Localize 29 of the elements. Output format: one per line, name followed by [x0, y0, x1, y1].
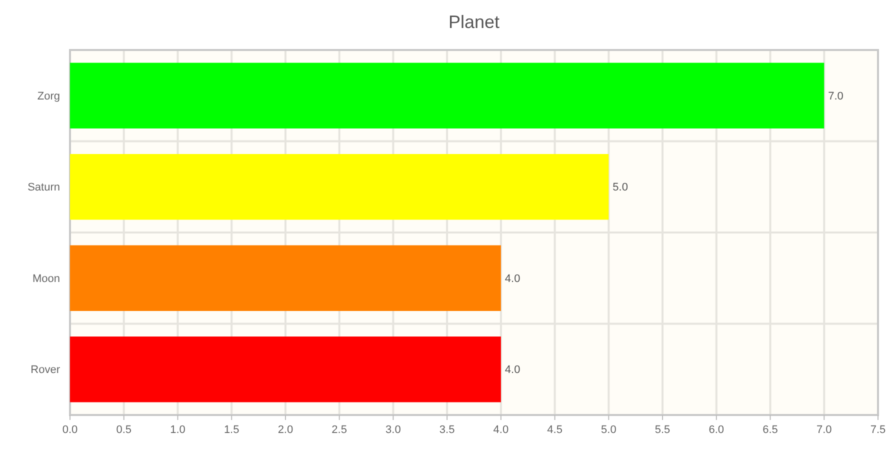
x-tick-label: 3.0 — [386, 424, 401, 436]
bar — [70, 154, 609, 220]
x-tick-label: 7.0 — [816, 424, 832, 436]
chart-title: Planet — [448, 12, 500, 32]
x-tick-label: 6.5 — [762, 424, 778, 436]
data-label: 4.0 — [504, 272, 520, 285]
x-tick-label: 5.5 — [654, 424, 670, 436]
y-tick-label: Moon — [32, 272, 60, 285]
x-tick-label: 4.0 — [493, 424, 509, 436]
x-tick-label: 7.5 — [870, 424, 886, 436]
y-tick-label: Rover — [30, 364, 60, 376]
data-label: 4.0 — [504, 364, 520, 376]
data-label: 7.0 — [828, 90, 844, 102]
bar — [70, 336, 501, 402]
x-tick-label: 4.5 — [547, 424, 562, 436]
y-tick-label: Zorg — [37, 90, 60, 102]
bar — [70, 62, 824, 128]
x-tick-label: 0.0 — [62, 424, 78, 436]
x-tick-label: 6.0 — [708, 424, 724, 436]
data-label: 5.0 — [612, 182, 628, 194]
x-tick-label: 5.0 — [601, 424, 616, 436]
x-tick-label: 2.5 — [332, 424, 347, 436]
x-tick-label: 0.5 — [116, 424, 132, 436]
x-tick-label: 1.5 — [224, 424, 240, 436]
x-tick-label: 1.0 — [170, 424, 186, 436]
x-tick-label: 2.0 — [278, 424, 294, 436]
bar — [70, 245, 501, 311]
y-tick-label: Saturn — [28, 182, 60, 194]
x-tick-label: 3.5 — [439, 424, 455, 436]
